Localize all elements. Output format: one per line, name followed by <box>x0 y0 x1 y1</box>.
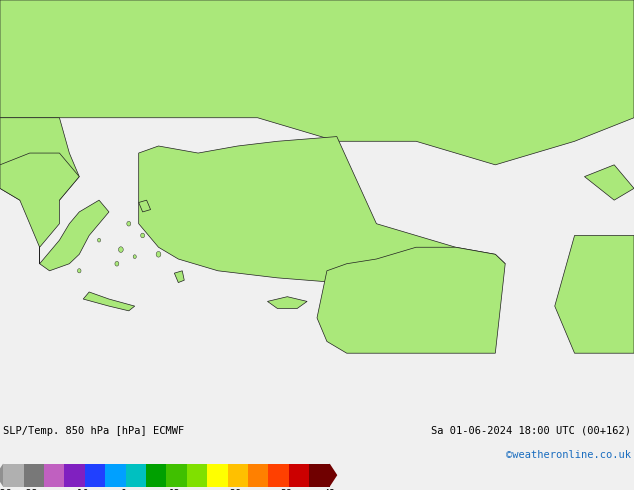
Bar <box>248 464 268 487</box>
Bar <box>309 464 330 487</box>
Text: ©weatheronline.co.uk: ©weatheronline.co.uk <box>506 450 631 460</box>
Bar <box>289 464 309 487</box>
Bar <box>166 464 187 487</box>
Polygon shape <box>330 464 337 487</box>
Text: Sa 01-06-2024 18:00 UTC (00+162): Sa 01-06-2024 18:00 UTC (00+162) <box>431 426 631 436</box>
Bar <box>187 464 207 487</box>
Bar <box>207 464 228 487</box>
Circle shape <box>133 255 136 259</box>
Circle shape <box>156 251 161 257</box>
Polygon shape <box>83 292 135 311</box>
Bar <box>23 464 44 487</box>
Polygon shape <box>585 165 634 200</box>
Bar <box>146 464 166 487</box>
Polygon shape <box>0 464 3 487</box>
Bar <box>44 464 65 487</box>
Polygon shape <box>268 297 307 309</box>
Circle shape <box>77 269 81 273</box>
Polygon shape <box>0 118 79 212</box>
Bar <box>65 464 85 487</box>
Circle shape <box>115 261 119 266</box>
Bar <box>126 464 146 487</box>
Polygon shape <box>0 0 634 165</box>
Polygon shape <box>174 271 184 283</box>
Circle shape <box>98 238 101 242</box>
Bar <box>228 464 248 487</box>
Circle shape <box>141 233 145 238</box>
Circle shape <box>119 247 123 252</box>
Polygon shape <box>555 236 634 353</box>
Text: SLP/Temp. 850 hPa [hPa] ECMWF: SLP/Temp. 850 hPa [hPa] ECMWF <box>3 426 184 436</box>
Polygon shape <box>139 137 505 283</box>
Polygon shape <box>317 247 505 353</box>
Bar <box>85 464 105 487</box>
Polygon shape <box>139 200 151 212</box>
Bar <box>3 464 23 487</box>
Polygon shape <box>0 153 109 271</box>
Bar <box>268 464 289 487</box>
Bar <box>105 464 126 487</box>
Circle shape <box>127 221 131 226</box>
